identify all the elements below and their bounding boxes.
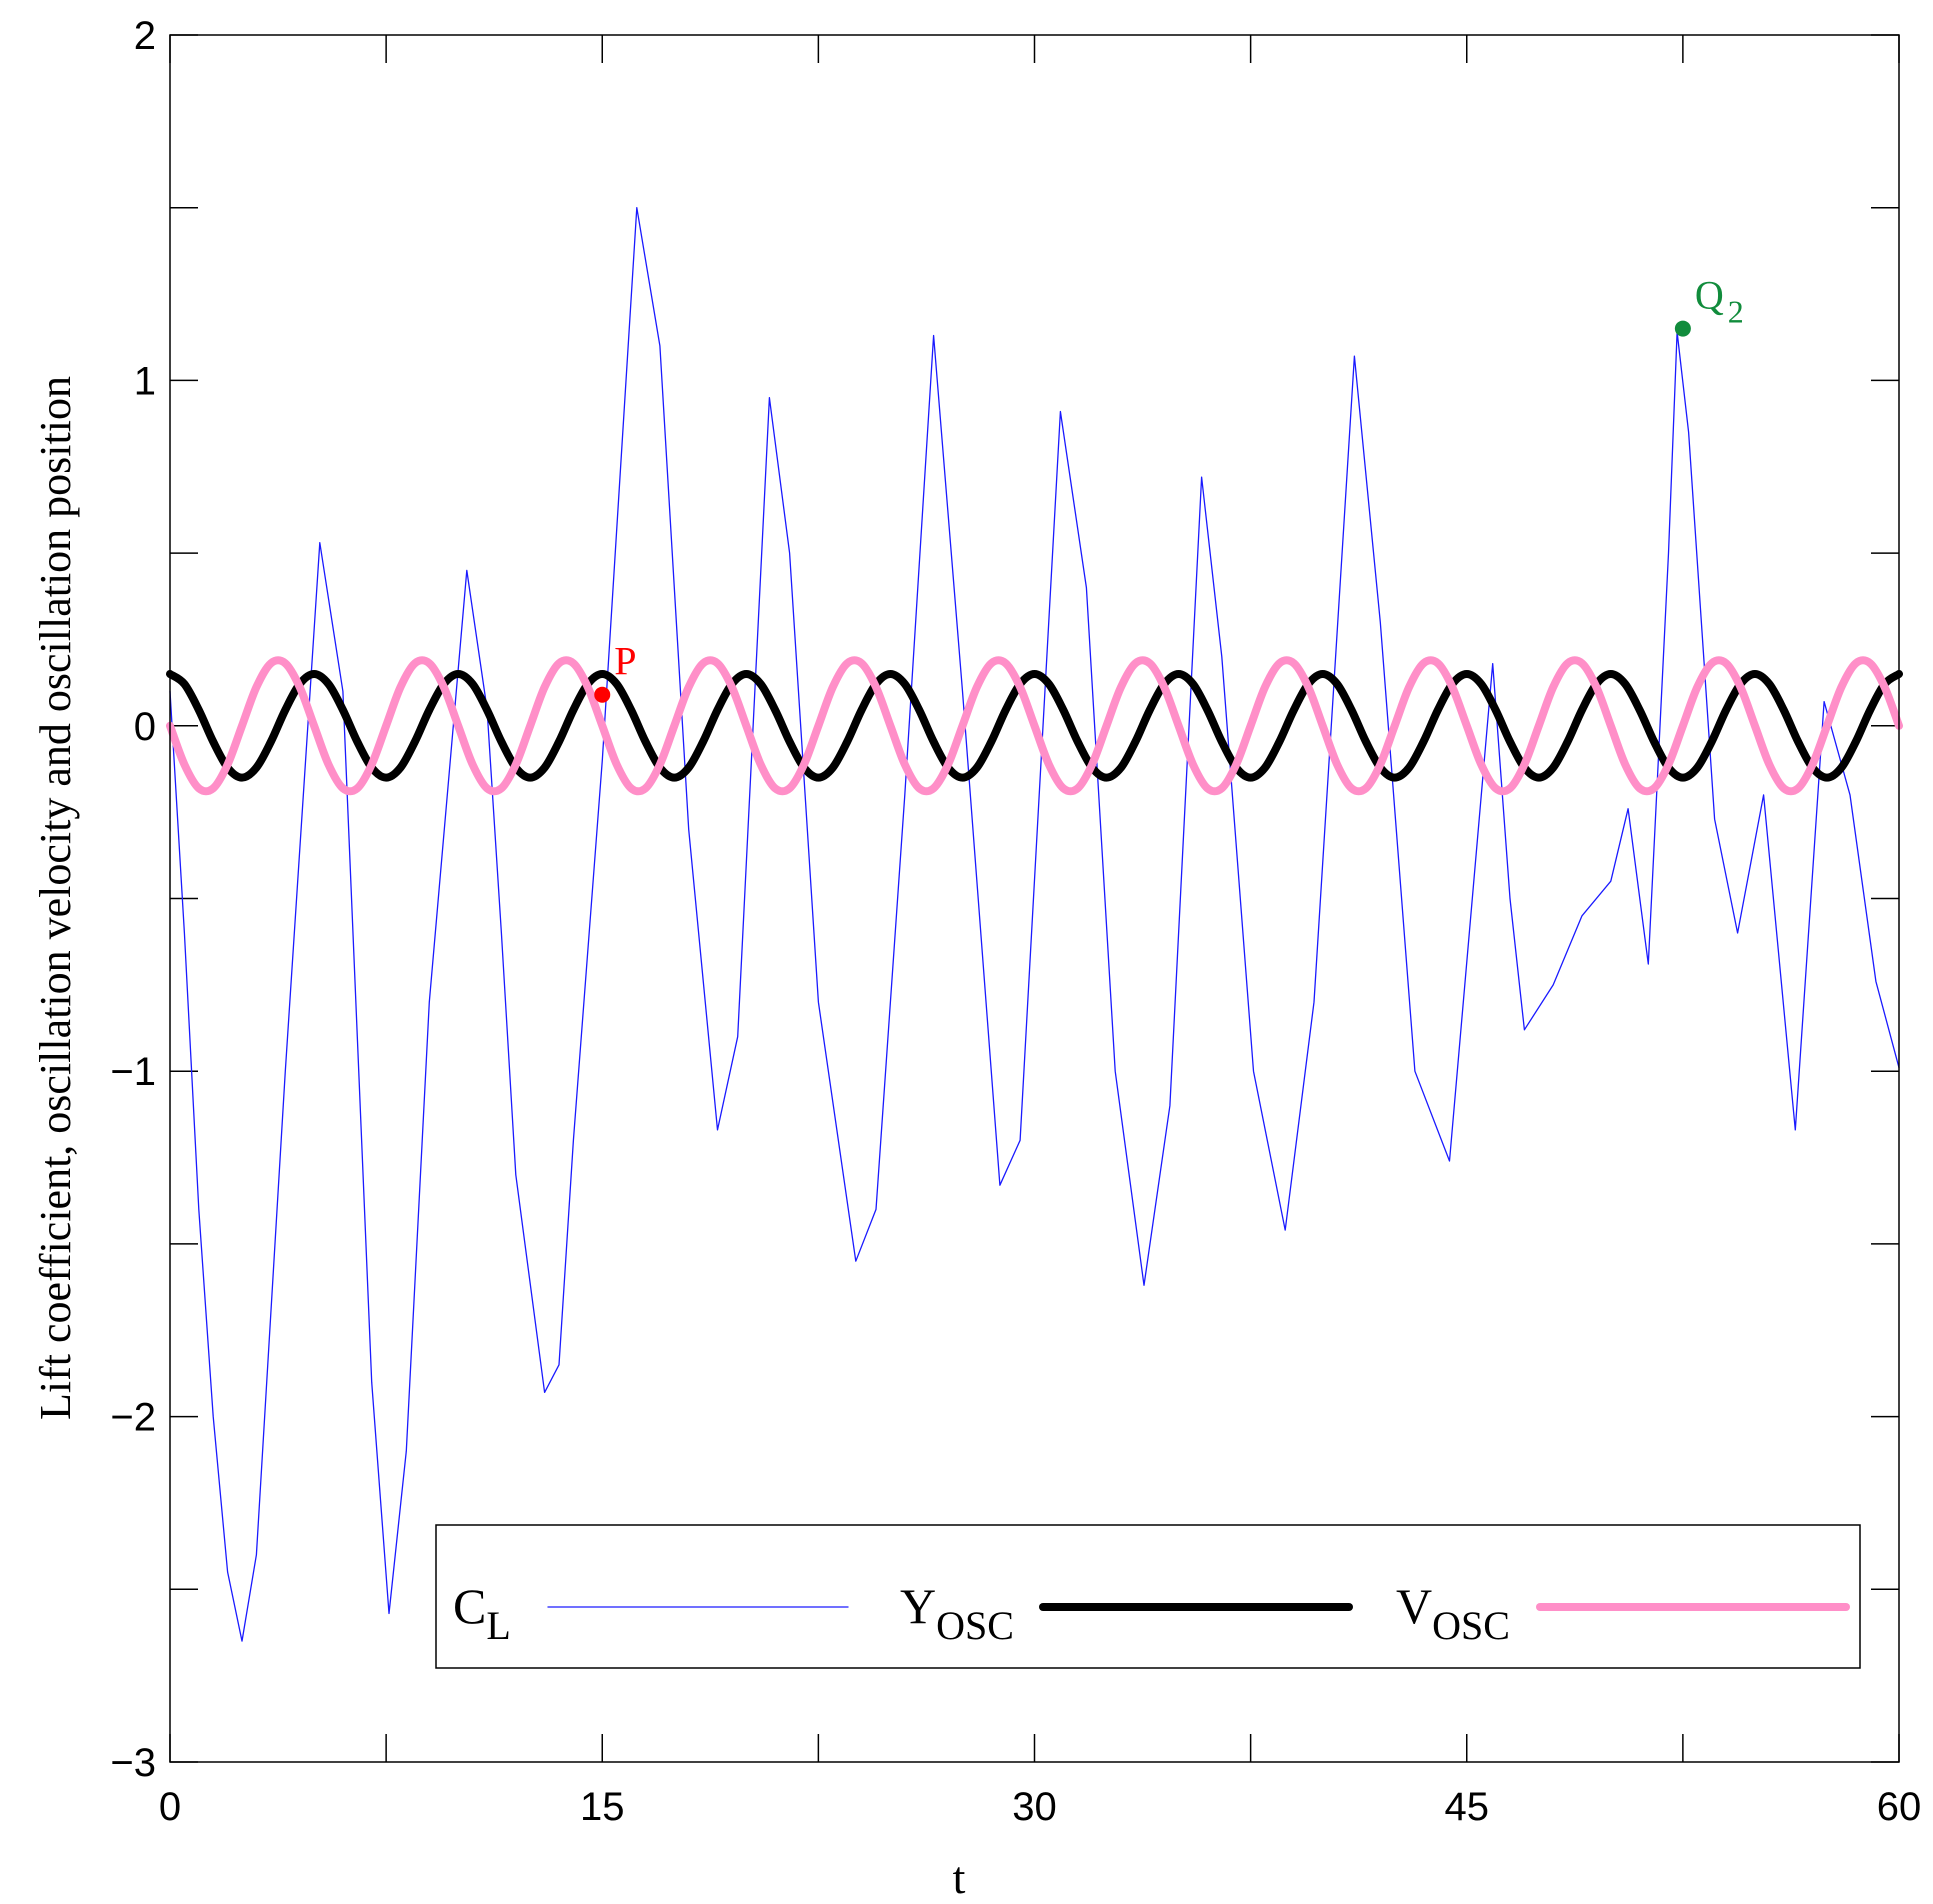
- line-series: [166, 656, 1903, 796]
- x-tick-label: 15: [580, 1785, 625, 1829]
- x-tick-label: 60: [1877, 1785, 1922, 1829]
- y-axis-label: Lift coefficient, oscillation velocity a…: [31, 376, 80, 1420]
- annotation-subscript: 2: [1728, 294, 1744, 330]
- legend-name: Y: [900, 1578, 936, 1634]
- legend-name: C: [453, 1578, 486, 1634]
- annotation-label: P: [614, 639, 636, 684]
- plot-frame: [169, 34, 1900, 1763]
- y-tick-label: −2: [110, 1396, 156, 1440]
- y-tick-label: 2: [134, 14, 156, 58]
- x-axis-label: t: [953, 1852, 966, 1903]
- annotation-text: P: [614, 639, 636, 684]
- annotation-text: Q: [1695, 273, 1724, 318]
- y-tick-label: −1: [110, 1050, 156, 1094]
- legend-label: CL: [453, 1578, 511, 1648]
- annotation-point: [1674, 320, 1691, 337]
- legend-name: V: [1396, 1578, 1432, 1634]
- legend-subscript: OSC: [936, 1603, 1014, 1648]
- y-tick-label: −3: [110, 1741, 156, 1785]
- legend-subscript: L: [486, 1603, 510, 1648]
- legend-box: [435, 1524, 1861, 1669]
- line-series: [166, 669, 1903, 782]
- annotation-point: [594, 686, 611, 703]
- x-tick-label: 45: [1445, 1785, 1490, 1829]
- x-tick-label: 0: [159, 1785, 181, 1829]
- line-series: [169, 207, 1900, 1642]
- legend-subscript: OSC: [1432, 1603, 1510, 1648]
- y-tick-label: 0: [134, 705, 156, 749]
- legend-label: YOSC: [900, 1578, 1014, 1648]
- x-tick-label: 30: [1012, 1785, 1057, 1829]
- y-tick-label: 1: [134, 359, 156, 403]
- legend-label: VOSC: [1396, 1578, 1510, 1648]
